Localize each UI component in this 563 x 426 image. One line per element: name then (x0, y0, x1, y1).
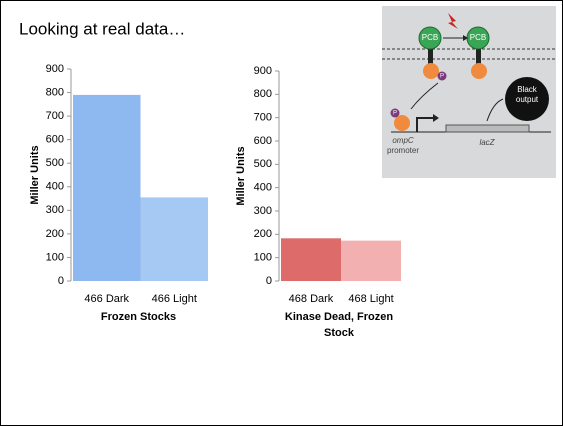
bar (140, 197, 208, 281)
bar (341, 240, 401, 281)
y-tick-label: 600 (254, 135, 272, 147)
y-tick-label: 800 (254, 88, 272, 100)
x-tick-label: 468 Dark (289, 293, 334, 305)
x-axis-label: Kinase Dead, Frozen Stock (284, 311, 394, 339)
x-axis-label: Frozen Stocks (100, 311, 177, 323)
receptor-label: PCB (470, 33, 486, 42)
stem (476, 46, 481, 66)
promoter-arrow (416, 117, 433, 132)
gene-label: lacZ (479, 138, 495, 147)
y-tick-label: 900 (254, 65, 272, 77)
y-tick-label: 200 (46, 228, 64, 240)
output (505, 77, 549, 121)
slide-title: Looking at real data… (19, 19, 185, 38)
arrow (486, 98, 504, 122)
light (448, 13, 458, 29)
receptor-label: PCB (422, 33, 438, 42)
x-tick-label: 466 Dark (84, 293, 129, 305)
y-tick-label: 400 (46, 181, 64, 193)
phosphate-label: P (440, 74, 444, 80)
y-axis-label: Miller Units (29, 145, 41, 204)
regulator (394, 115, 410, 131)
bar (73, 94, 141, 282)
phosphate-label: P (393, 111, 397, 117)
y-tick-label: 600 (46, 134, 64, 146)
y-tick-label: 200 (254, 228, 272, 240)
x-tick-label: 468 Light (348, 293, 393, 305)
y-tick-label: 300 (46, 204, 64, 216)
stem (428, 46, 433, 66)
y-tick-label: 700 (254, 112, 272, 124)
x-tick-label: 466 Light (152, 293, 197, 305)
y-tick-label: 100 (254, 252, 272, 264)
y-tick-label: 300 (254, 205, 272, 217)
kinase (423, 63, 439, 79)
diagram: PCB PCB P P Black output ompC promoter l… (382, 6, 556, 178)
arrow-head (463, 35, 468, 41)
receptor (418, 26, 442, 50)
kinase (471, 63, 487, 79)
output-label: Black output (515, 85, 539, 104)
gene-box (445, 124, 530, 133)
y-tick-label: 400 (254, 182, 272, 194)
y-tick-label: 500 (254, 158, 272, 170)
y-axis-label: Miller Units (235, 146, 247, 205)
output-box: Black output (515, 85, 539, 104)
promoter-label: promoter (387, 146, 419, 155)
y-tick-label: 0 (58, 275, 64, 287)
y-tick-label: 700 (46, 110, 64, 122)
y-tick-label: 0 (266, 275, 272, 287)
y-tick-label: 800 (46, 86, 64, 98)
phosphate (437, 71, 447, 81)
y-tick-label: 100 (46, 251, 64, 263)
arrow-head (433, 114, 439, 122)
y-tick-label: 500 (46, 157, 64, 169)
y-tick-label: 900 (46, 63, 64, 75)
gene-label: ompC (392, 136, 414, 145)
bar (281, 238, 341, 281)
phosphate (390, 108, 400, 118)
arrow (410, 82, 439, 110)
